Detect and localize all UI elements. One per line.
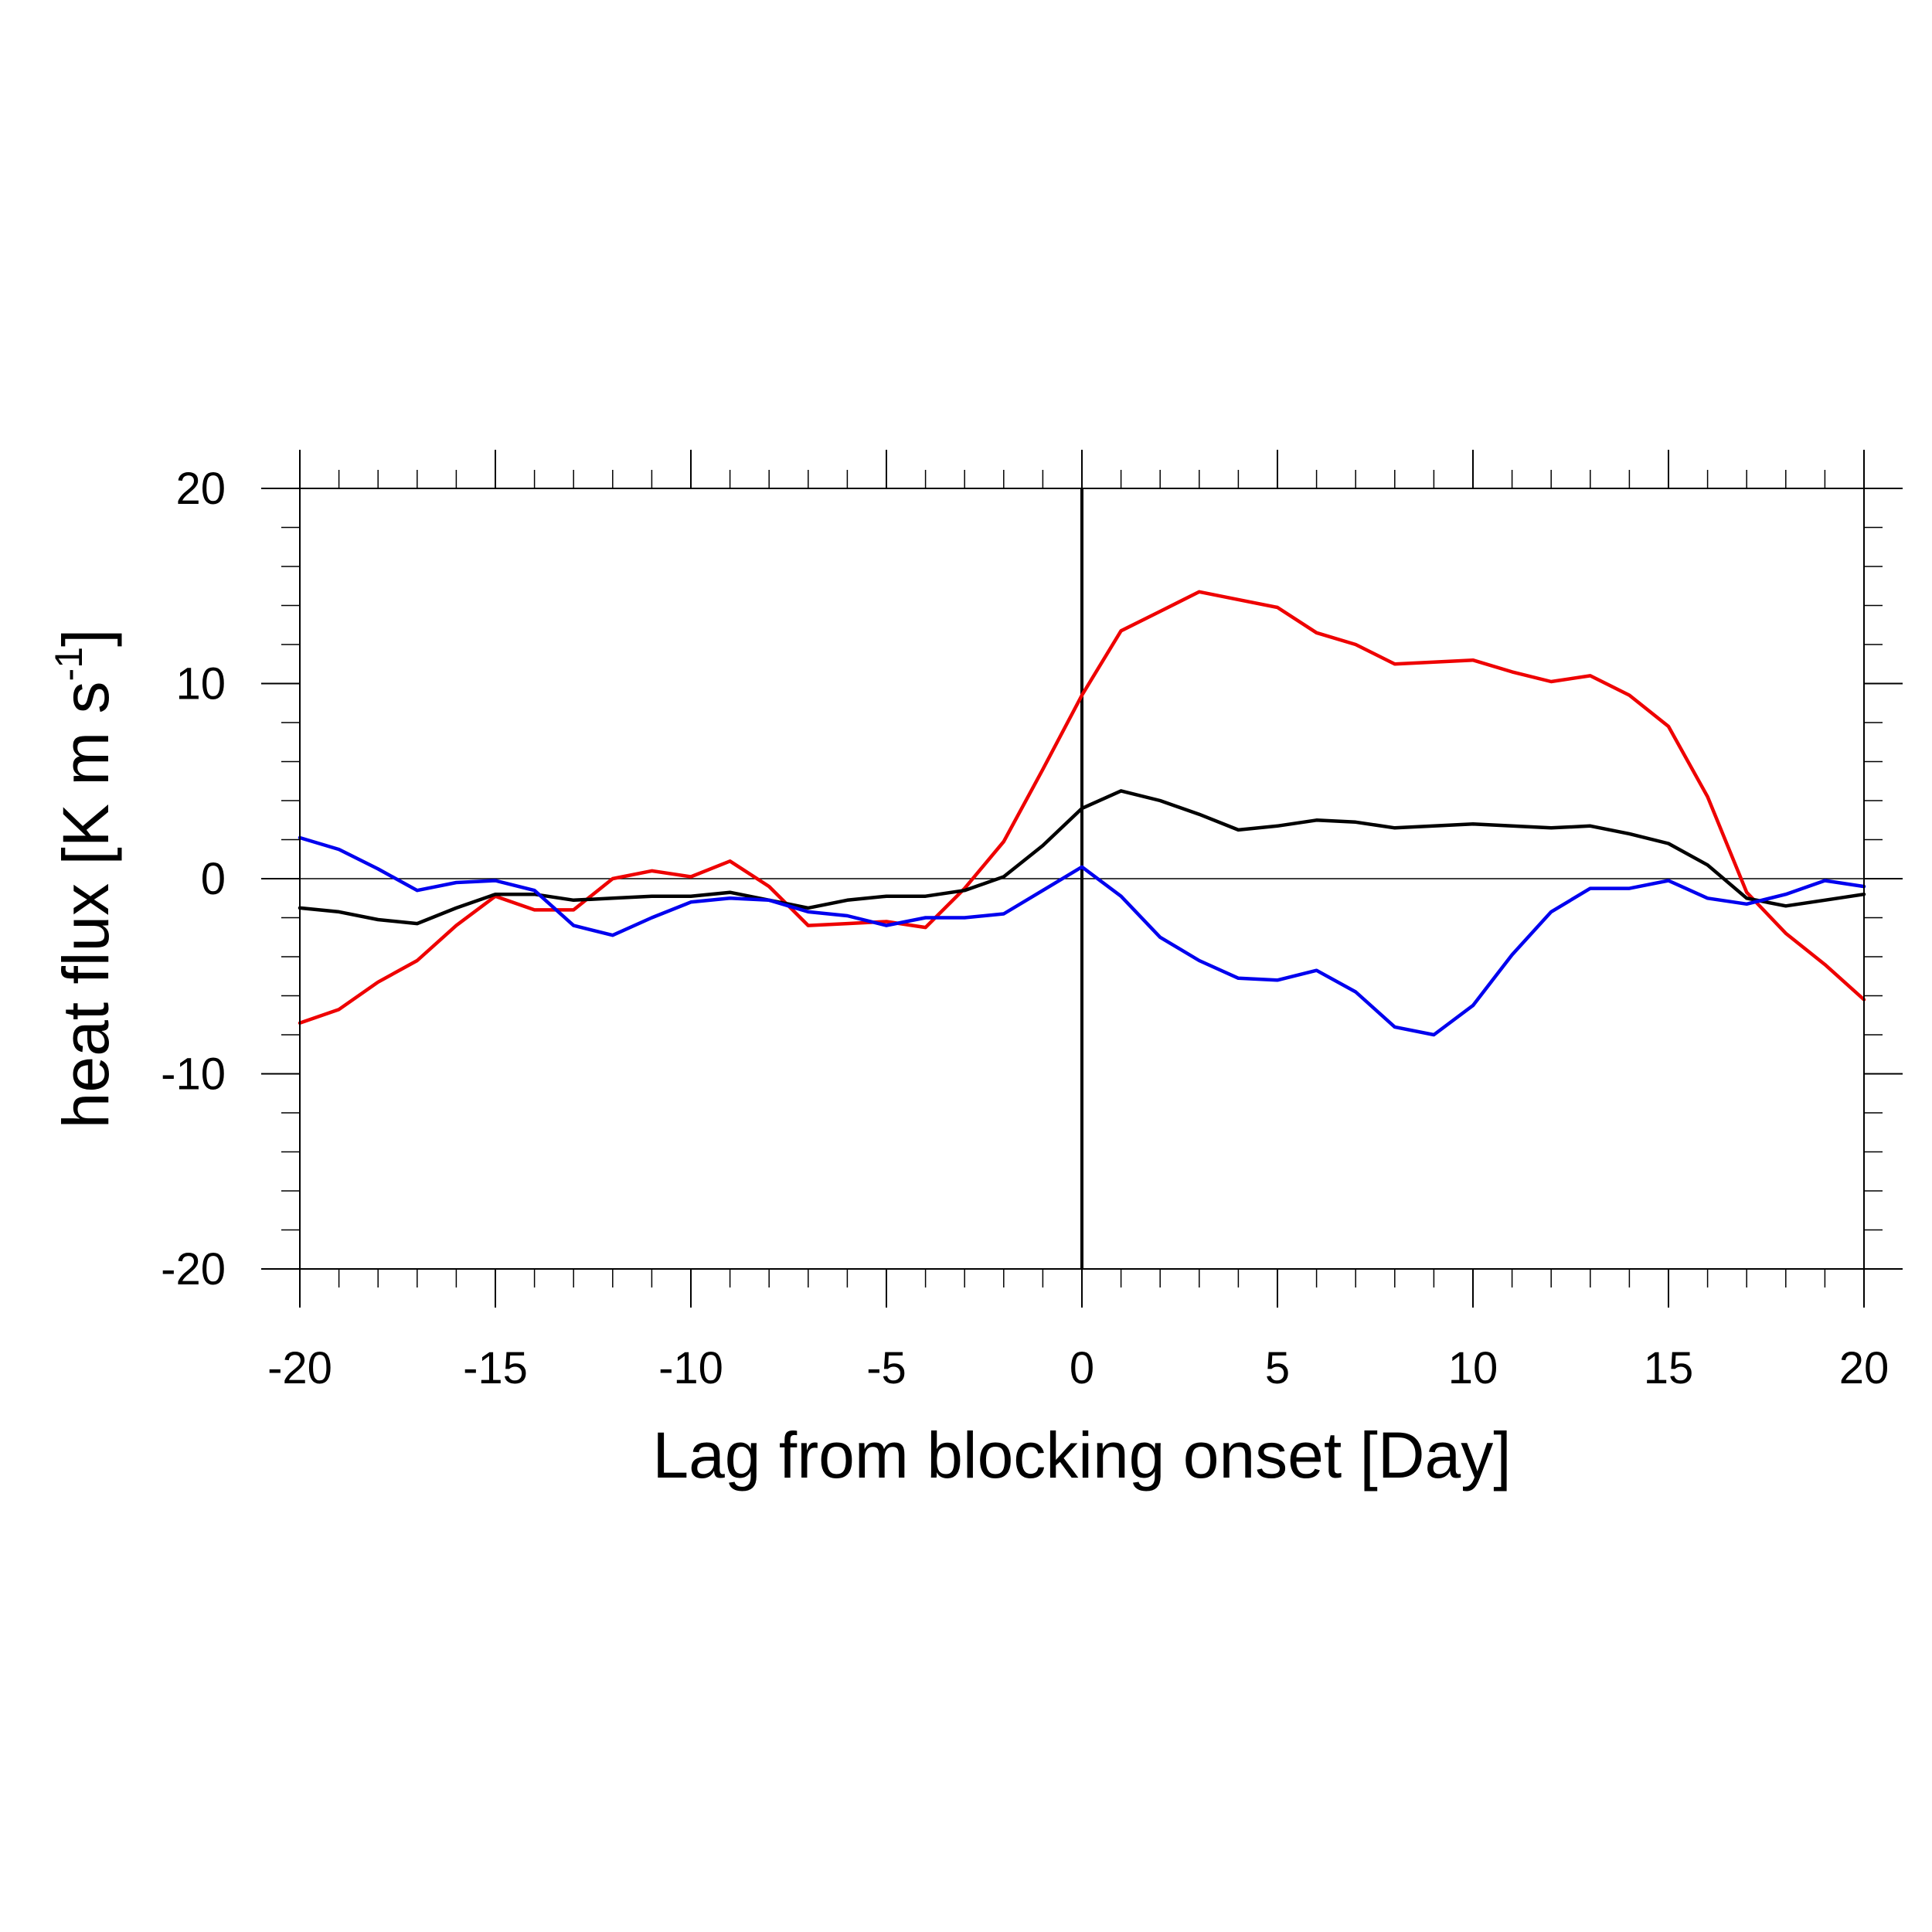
plot-area	[298, 488, 1866, 1269]
series-line-3	[298, 835, 1866, 1037]
x-tick-label: 10	[1448, 1343, 1498, 1393]
x-axis-title: Lag from blocking onset [Day]	[652, 1419, 1511, 1492]
y-axis-title-close: ]	[49, 629, 122, 647]
y-tick-label: 10	[175, 659, 226, 709]
y-tick-label: 20	[175, 464, 226, 514]
x-tick-label: -10	[658, 1343, 723, 1393]
y-axis-title-superscript: -1	[47, 647, 90, 681]
x-tick-label: 15	[1644, 1343, 1694, 1393]
y-axis-title: heat flux [K m s-1]	[47, 629, 122, 1129]
x-tick-label: 0	[1070, 1343, 1094, 1393]
series-line-2	[298, 789, 1866, 926]
series-line-1	[298, 590, 1866, 1026]
tick-labels: -20 -15 -10 -5 0 5 10 15 20 -20 -10 0 10 20	[161, 464, 1889, 1393]
axis-ticks	[261, 450, 1903, 1308]
y-tick-label: -10	[161, 1049, 226, 1100]
x-tick-label: -15	[463, 1343, 528, 1393]
y-tick-label: 0	[201, 854, 226, 904]
x-tick-label: -5	[866, 1343, 906, 1393]
x-tick-label: 5	[1265, 1343, 1290, 1393]
y-tick-label: -20	[161, 1244, 226, 1294]
x-tick-label: -20	[267, 1343, 332, 1393]
x-tick-label: 20	[1839, 1343, 1889, 1393]
y-axis-title-main: heat flux [K m s	[49, 681, 122, 1128]
plot-frame	[299, 488, 1865, 1270]
